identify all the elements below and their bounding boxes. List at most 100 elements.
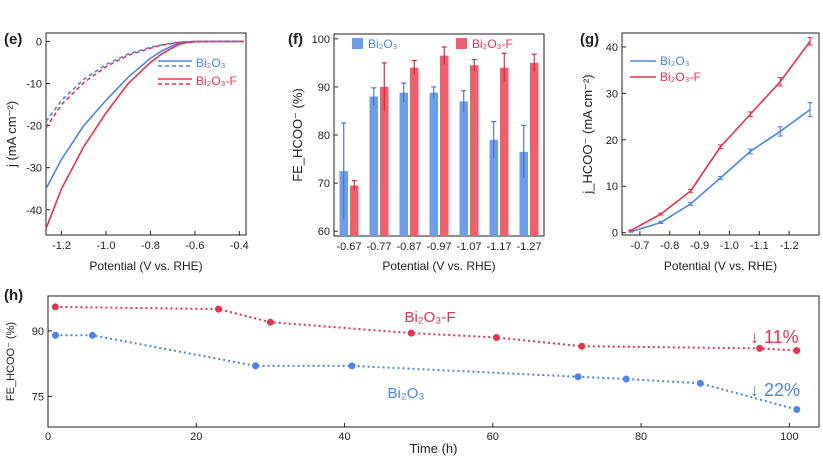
data-point-h-bi2o3 [51, 331, 59, 339]
annotation-drop-22: ↓ 22% [750, 380, 800, 400]
y-tick-label-f: 60 [318, 226, 330, 238]
x-tick-label-f: -0.77 [366, 241, 391, 253]
series-line-h-1 [55, 334, 798, 411]
y-tick-label-g: 0 [612, 228, 618, 240]
y-axis-label-f: FE_HCOO⁻ (%) [290, 88, 305, 182]
x-tick-label-h: 80 [635, 431, 647, 443]
bar-f-bi2o3 [429, 92, 438, 236]
x-tick-label-g: -0.7 [630, 240, 649, 252]
data-point-h-bi2o3 [88, 331, 96, 339]
x-axis-label-e: Potential (V vs. RHE) [89, 259, 202, 273]
data-point-h-bi2o3f [266, 318, 274, 326]
plot-frame-f [333, 33, 545, 237]
y-tick-label-e: -20 [26, 121, 42, 133]
data-point-h-bi2o3 [622, 375, 630, 383]
data-point-h-bi2o3 [793, 406, 801, 414]
data-point-h-bi2o3 [696, 379, 704, 387]
bar-f-bi2o3 [369, 96, 378, 237]
y-tick-label-h: 75 [32, 391, 44, 403]
y-tick-label-g: 20 [606, 135, 618, 147]
data-point-h-bi2o3 [252, 362, 260, 370]
legend-label-f: Bi₂O₃ [368, 37, 398, 51]
x-tick-label-g: -1.2 [780, 240, 799, 252]
legend-label-f: Bi₂O₃-F [472, 37, 513, 51]
y-axis-label-e: j (mA cm⁻²) [4, 101, 19, 168]
x-tick-label-e: -0.6 [185, 240, 204, 252]
x-tick-label-h: 100 [780, 431, 798, 443]
series-line-e-2 [45, 40, 244, 122]
data-point-h-bi2o3f [215, 305, 223, 313]
y-tick-label-g: 30 [606, 88, 618, 100]
data-point-h-bi2o3f [756, 344, 764, 352]
legend-label-e: Bi₂O₃ [196, 56, 226, 70]
bar-f-bi2o3f [410, 67, 419, 237]
y-tick-label-e: -10 [26, 79, 42, 91]
data-point-h-bi2o3f [407, 329, 415, 337]
bar-f-bi2o3 [489, 139, 498, 236]
plot-frame-e [45, 32, 247, 236]
x-tick-label-e: -0.8 [141, 240, 160, 252]
x-tick-label-h: 0 [45, 431, 51, 443]
x-tick-label-g: -0.9 [690, 240, 709, 252]
annotation-bi2o3: Bi₂O₃ [388, 385, 425, 402]
x-tick-label-g: -1.1 [750, 240, 769, 252]
series-line-h-0 [55, 305, 797, 352]
y-tick-label-f: 70 [318, 178, 330, 190]
x-tick-label-f: -0.97 [426, 241, 451, 253]
y-tick-label-f: 80 [318, 130, 330, 142]
bar-f-bi2o3f [530, 62, 539, 236]
x-tick-label-e: -1.0 [97, 240, 116, 252]
bar-f-bi2o3f [380, 86, 389, 237]
bar-f-bi2o3 [399, 92, 408, 236]
panel-label-g: (g) [580, 31, 599, 48]
x-tick-label-g: -1.0 [720, 240, 739, 252]
y-tick-label-h: 90 [32, 326, 44, 338]
bar-f-bi2o3f [440, 55, 449, 237]
legend-label-g: Bi₂O₃ [660, 54, 690, 68]
panel-label-f: (f) [288, 31, 303, 48]
x-tick-label-e: -0.4 [230, 240, 249, 252]
x-axis-label-h: Time (h) [410, 441, 458, 456]
x-tick-label-f: -0.67 [336, 241, 361, 253]
data-point-h-bi2o3f [793, 347, 801, 355]
y-tick-label-e: -30 [26, 163, 42, 175]
annotation-bi2o3f: Bi₂O₃-F [404, 309, 455, 326]
x-tick-label-f: -1.17 [486, 241, 511, 253]
bar-f-bi2o3f [350, 185, 359, 236]
x-tick-label-f: -1.07 [456, 241, 481, 253]
plot-frame-g [621, 32, 820, 236]
data-point-h-bi2o3f [578, 342, 586, 350]
data-point-h-bi2o3f [493, 333, 501, 341]
y-tick-label-g: 40 [606, 42, 618, 54]
legend-label-e: Bi₂O₃-F [196, 74, 237, 88]
x-tick-label-g: -0.8 [660, 240, 679, 252]
y-axis-label-h: FE_HCOO⁻ (%) [5, 322, 17, 401]
y-tick-label-f: 90 [318, 82, 330, 94]
plot-frame-h [47, 295, 820, 428]
legend-swatch-f [456, 38, 467, 49]
y-tick-label-f: 100 [312, 34, 330, 46]
y-axis-label-g: j_HCOO⁻ (mA cm⁻²) [580, 74, 595, 194]
bar-f-bi2o3f [500, 67, 509, 237]
x-tick-label-h: 20 [190, 431, 202, 443]
bar-f-bi2o3 [459, 101, 468, 236]
x-tick-label-h: 40 [338, 431, 350, 443]
series-line-g-1 [630, 40, 811, 232]
bar-f-bi2o3f [470, 65, 479, 236]
series-line-e-3 [45, 40, 244, 129]
y-tick-label-e: 0 [36, 36, 42, 48]
x-axis-label-g: Potential (V vs. RHE) [664, 259, 777, 273]
data-point-h-bi2o3 [574, 373, 582, 381]
panel-label-h: (h) [4, 287, 23, 304]
legend-label-g: Bi₂O₃-F [660, 70, 701, 84]
legend-swatch-f [352, 38, 363, 49]
x-tick-label-f: -0.87 [396, 241, 421, 253]
y-tick-label-e: -40 [26, 205, 42, 217]
x-tick-label-f: -1.27 [516, 241, 541, 253]
x-tick-label-e: -1.2 [52, 240, 71, 252]
x-axis-label-f: Potential (V vs. RHE) [382, 259, 495, 273]
annotation-drop-11: ↓ 11% [750, 327, 799, 347]
data-point-h-bi2o3f [51, 303, 59, 311]
series-line-g-0 [630, 108, 811, 233]
